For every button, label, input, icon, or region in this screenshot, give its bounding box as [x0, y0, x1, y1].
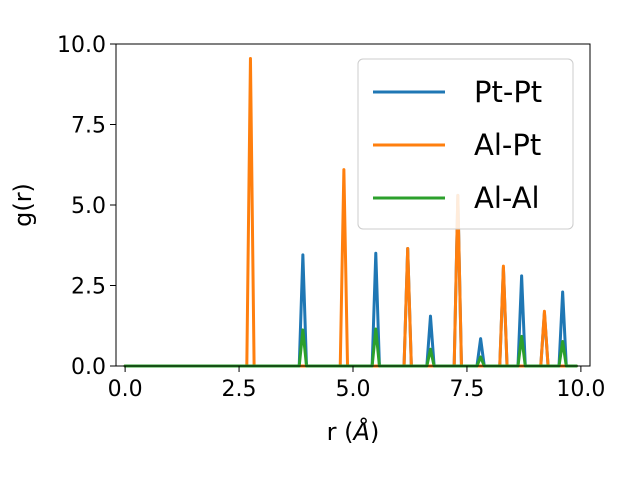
- y-tick-label: 7.5: [71, 114, 106, 139]
- y-tick-label: 5.0: [71, 194, 106, 219]
- series-line-al-al: [123, 327, 578, 368]
- tick-layer: 0.0 2.5 5.0 7.5 10.0 0.0 2.5 5.0 7.5 10.0: [57, 33, 605, 402]
- x-tick-label: 0.0: [108, 377, 143, 402]
- x-axis-label: r (Å): [327, 417, 380, 446]
- x-tick-label: 2.5: [222, 377, 257, 402]
- y-tick-label: 0.0: [71, 355, 106, 380]
- legend-label-al-pt: Al-Pt: [474, 128, 541, 162]
- x-tick-label: 7.5: [449, 377, 484, 402]
- legend-box: [357, 58, 574, 230]
- x-tick-label: 10.0: [556, 377, 605, 402]
- legend-label-pt-pt: Pt-Pt: [474, 75, 542, 109]
- legend: Pt-Pt Al-Pt Al-Al: [357, 58, 574, 230]
- y-tick-label: 10.0: [57, 33, 106, 58]
- y-tick-label: 2.5: [71, 275, 106, 300]
- x-tick-label: 5.0: [336, 377, 371, 402]
- y-axis-label: g(r): [9, 183, 37, 227]
- legend-label-al-al: Al-Al: [474, 181, 540, 215]
